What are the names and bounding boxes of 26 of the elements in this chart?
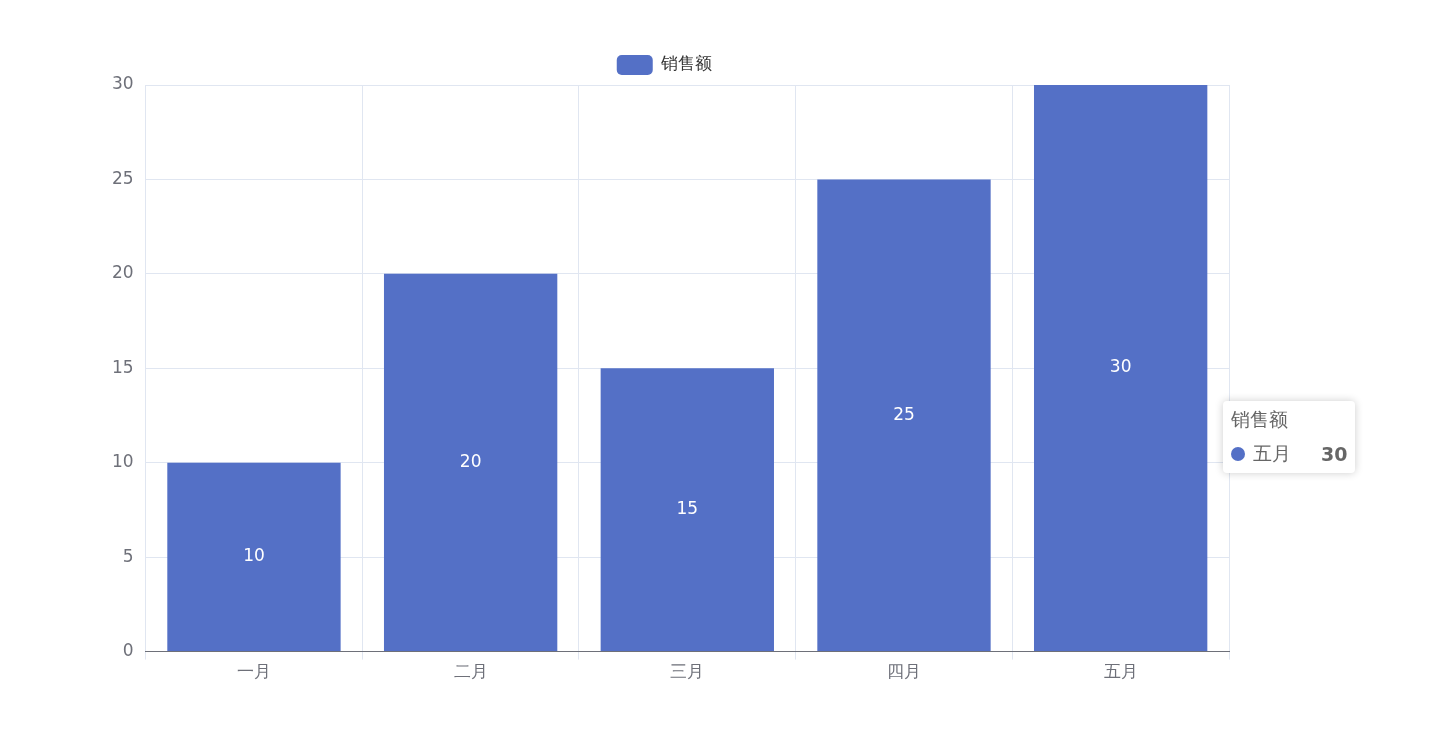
text: 五月	[1253, 441, 1291, 466]
y-tick-label: 15	[111, 356, 134, 377]
x-tick-label: 五月	[1103, 661, 1138, 682]
y-tick-label: 30	[111, 73, 134, 94]
x-tick-label: 三月	[670, 661, 705, 682]
y-tick-label: 25	[111, 167, 134, 188]
y-tick-label: 5	[122, 545, 134, 566]
text: 销售额	[1231, 407, 1289, 432]
data-label: 15	[676, 498, 699, 519]
bar	[167, 462, 341, 652]
data-label: 20	[459, 450, 482, 471]
bar	[1033, 85, 1208, 652]
data-label: 30	[1109, 356, 1132, 377]
bar	[600, 368, 774, 652]
data-label: 25	[893, 403, 915, 424]
bar	[817, 179, 991, 652]
y-tick-label: 0	[122, 640, 134, 661]
legend-label: 销售额	[660, 53, 713, 74]
bar	[383, 273, 558, 652]
y-tick-label: 20	[111, 262, 134, 283]
y-tick-label: 10	[111, 451, 134, 472]
data-label: 10	[243, 545, 265, 566]
x-tick-label: 一月	[236, 661, 271, 682]
x-tick-label: 四月	[886, 661, 921, 682]
text: 30	[1321, 443, 1348, 465]
x-tick-label: 二月	[453, 661, 488, 682]
